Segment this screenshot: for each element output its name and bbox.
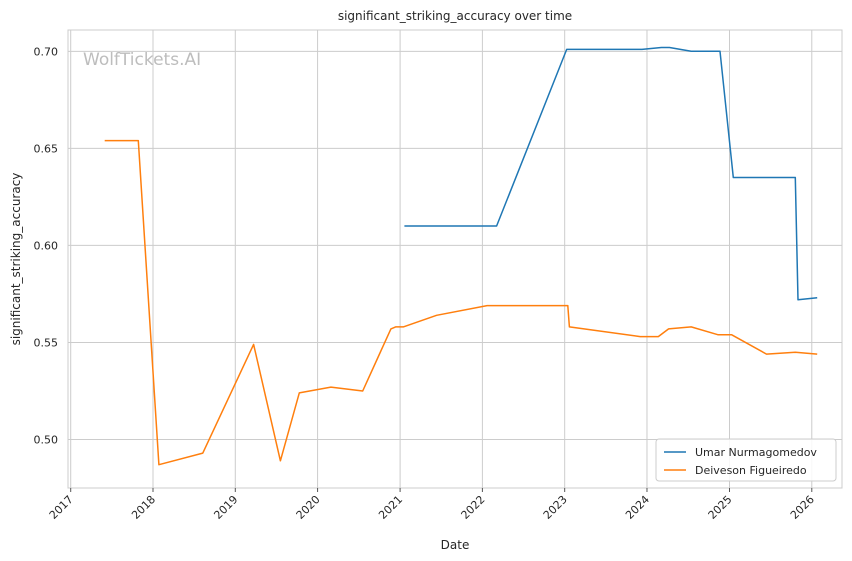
y-tick-label: 0.70 <box>34 45 59 58</box>
legend-entry-label: Umar Nurmagomedov <box>695 446 817 459</box>
series-line-0 <box>404 46 818 301</box>
series-lines <box>104 46 818 466</box>
y-tick-label: 0.55 <box>34 336 59 349</box>
y-tick-labels: 0.50 0.55 0.60 0.65 0.70 <box>34 45 59 446</box>
watermark: WolfTickets.AI <box>83 50 201 70</box>
x-axis-label: Date <box>441 538 470 552</box>
legend: Umar Nurmagomedov Deiveson Figueiredo <box>655 438 837 482</box>
series-line-1 <box>104 139 818 466</box>
y-tick-label: 0.65 <box>34 142 59 155</box>
legend-box <box>655 438 837 482</box>
chart-title: significant_striking_accuracy over time <box>338 9 572 23</box>
y-tick-label: 0.60 <box>34 239 59 252</box>
legend-entry-label: Deiveson Figueiredo <box>695 464 807 477</box>
y-axis-label: significant_striking_accuracy <box>9 173 23 346</box>
plot-frame <box>67 29 843 489</box>
y-tick-label: 0.50 <box>34 433 59 446</box>
